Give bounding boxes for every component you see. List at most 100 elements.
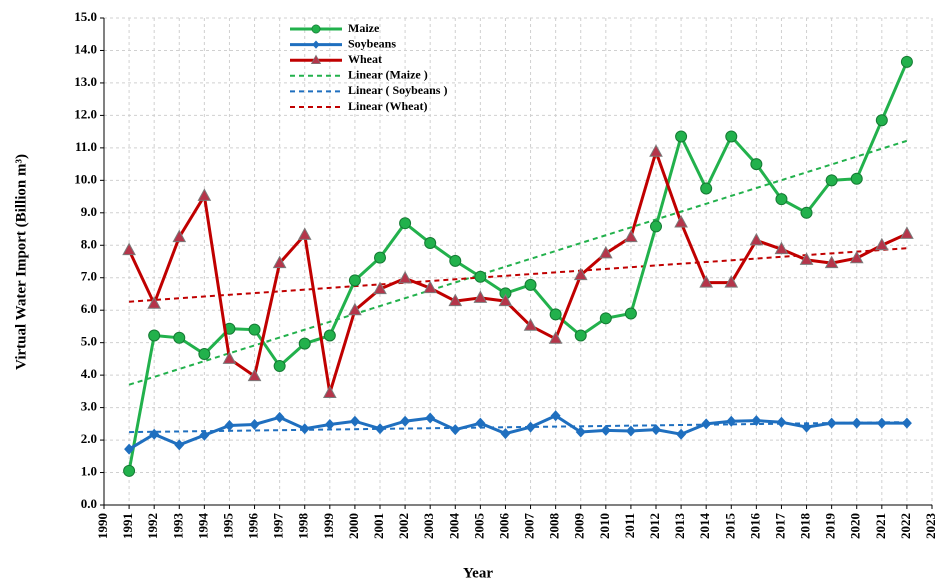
x-tick-label: 1999 xyxy=(321,513,336,540)
data-point xyxy=(849,250,864,264)
x-tick-label: 1991 xyxy=(120,513,135,539)
x-tick-label: 2021 xyxy=(873,513,888,539)
data-point xyxy=(348,274,361,287)
data-point xyxy=(725,130,738,143)
data-point xyxy=(173,331,186,344)
y-tick-label: 6.0 xyxy=(81,301,97,316)
y-axis-title: Virtual Water Import (Billion m³) xyxy=(13,154,29,370)
data-point xyxy=(525,421,536,433)
data-point xyxy=(650,220,662,233)
series-line xyxy=(127,146,908,394)
data-point xyxy=(399,217,412,230)
legend-marker xyxy=(310,54,322,64)
data-point xyxy=(548,331,563,344)
data-point xyxy=(801,421,812,433)
data-point xyxy=(274,411,285,423)
trend-line xyxy=(129,247,907,303)
data-point xyxy=(147,296,162,309)
y-tick-label: 2.0 xyxy=(81,431,97,446)
data-point xyxy=(248,323,261,336)
y-tick-label: 11.0 xyxy=(75,139,97,154)
data-point xyxy=(348,302,362,316)
x-tick-label: 1998 xyxy=(296,513,311,540)
data-point xyxy=(174,439,185,451)
legend-label: Linear (Maize ) xyxy=(348,68,428,82)
data-point xyxy=(400,415,411,427)
data-point xyxy=(450,424,461,436)
data-point xyxy=(398,270,412,284)
data-point xyxy=(600,424,611,436)
data-point xyxy=(298,337,311,350)
x-tick-label: 2008 xyxy=(547,513,562,540)
y-tick-label: 8.0 xyxy=(81,236,97,251)
data-point xyxy=(448,293,463,307)
data-point xyxy=(800,206,813,219)
x-tick-label: 2003 xyxy=(421,513,436,540)
y-tick-label: 10.0 xyxy=(74,171,97,186)
data-point xyxy=(222,351,237,364)
x-tick-label: 2005 xyxy=(471,513,486,540)
data-point xyxy=(751,415,762,427)
data-point xyxy=(575,426,586,438)
legend-label: Linear ( Soybeans ) xyxy=(348,83,447,97)
data-point xyxy=(349,415,360,427)
data-point xyxy=(197,188,212,201)
data-point xyxy=(651,424,661,436)
trend-line xyxy=(128,139,908,386)
x-tick-label: 1996 xyxy=(246,513,261,540)
x-tick-label: 2012 xyxy=(647,513,662,539)
data-point xyxy=(699,275,714,288)
x-tick-label: 1997 xyxy=(271,513,286,540)
data-point xyxy=(473,290,488,303)
data-point xyxy=(750,158,763,171)
series-line xyxy=(127,61,909,472)
data-point xyxy=(749,232,764,246)
data-point xyxy=(900,226,914,239)
x-axis-title: Year xyxy=(463,565,493,581)
data-point xyxy=(297,227,312,240)
data-point xyxy=(775,193,788,206)
y-tick-label: 15.0 xyxy=(74,9,97,24)
x-tick-label: 2009 xyxy=(572,513,587,540)
x-tick-label: 2023 xyxy=(923,513,938,540)
data-point xyxy=(224,419,235,431)
data-point xyxy=(149,428,160,440)
data-point xyxy=(424,236,437,249)
series-line xyxy=(128,414,907,451)
data-point xyxy=(299,423,310,435)
x-tick-label: 1990 xyxy=(95,513,110,539)
y-tick-label: 4.0 xyxy=(81,366,97,381)
data-point xyxy=(474,270,487,283)
data-point xyxy=(122,242,136,256)
data-point xyxy=(625,425,636,437)
data-point xyxy=(624,307,637,320)
data-point xyxy=(423,280,438,294)
data-point xyxy=(850,172,863,185)
data-point xyxy=(373,281,387,295)
x-tick-label: 2001 xyxy=(371,513,386,539)
legend-label: Wheat xyxy=(348,52,382,66)
data-point xyxy=(523,318,538,331)
y-tick-label: 5.0 xyxy=(81,334,97,349)
legend-marker xyxy=(312,40,320,49)
data-point xyxy=(247,368,262,382)
legend-marker xyxy=(311,24,321,34)
data-point xyxy=(649,144,663,157)
data-point xyxy=(124,443,135,455)
data-point xyxy=(700,182,713,195)
data-point xyxy=(874,237,889,251)
data-point xyxy=(273,360,286,373)
data-point xyxy=(724,275,739,288)
x-tick-label: 2004 xyxy=(446,513,461,540)
data-point xyxy=(199,429,210,441)
data-point xyxy=(674,214,688,228)
data-point xyxy=(825,174,838,187)
data-point xyxy=(148,329,161,342)
x-tick-label: 2014 xyxy=(697,513,712,540)
data-point xyxy=(498,293,513,307)
x-tick-label: 2015 xyxy=(722,513,737,540)
data-point xyxy=(324,418,335,430)
data-point xyxy=(875,114,888,127)
data-point xyxy=(500,428,511,440)
